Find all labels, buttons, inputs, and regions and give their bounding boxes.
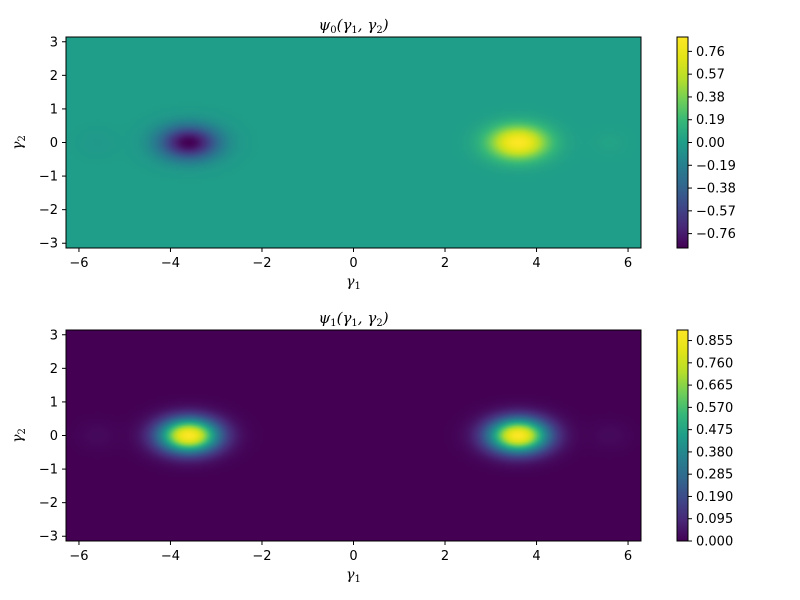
chart-title: ψ0(γ1, γ2): [318, 16, 388, 36]
x-tick-label: −2: [252, 256, 271, 271]
colorbar-tick-label: 0.57: [696, 68, 725, 83]
x-axis-label: γ1: [346, 274, 361, 292]
colorbar-tick-label: 0.665: [696, 379, 733, 394]
colorbar-tick-label: 0.855: [696, 334, 733, 349]
y-axis-label: γ2: [10, 428, 28, 443]
x-tick-label: 6: [624, 549, 632, 564]
colorbar: [676, 329, 689, 542]
y-tick-label: −2: [39, 496, 58, 511]
colorbar-tick-label: 0.00: [696, 136, 725, 151]
heatmap-image: [66, 37, 641, 248]
chart-title: ψ1(γ1, γ2): [318, 309, 388, 329]
y-tick-label: −3: [39, 530, 58, 545]
y-tick-label: 1: [50, 395, 58, 410]
x-tick-label: −2: [252, 549, 271, 564]
colorbar-tick-label: 0.19: [696, 113, 725, 128]
x-tick-label: 2: [441, 549, 449, 564]
colorbar-tick-label: 0.76: [696, 45, 725, 60]
x-tick-label: 4: [532, 549, 540, 564]
colorbar: [676, 36, 689, 249]
y-tick-label: −1: [39, 463, 58, 478]
x-tick-label: 0: [349, 549, 357, 564]
colorbar-tick-label: 0.285: [696, 468, 733, 483]
heatmap-panel-1: −6 −4 −2 0 2 4 6 −3 −2 −1 0 1 2 3 ψ1(γ1, γ2) γ1 γ2 0.855 0…: [10, 309, 733, 585]
y-axis-label: γ2: [10, 135, 28, 150]
y-tick-label: 0: [50, 429, 58, 444]
heatmap-panel-0: −6 −4 −2 0 2 4 6 −3 −2 −1 0 1 2 3 ψ0(γ1, γ2) γ1 γ2 0.76 0.…: [10, 16, 736, 292]
colorbar-tick-label: −0.76: [696, 227, 736, 242]
x-tick-label: 6: [624, 256, 632, 271]
colorbar-tick-label: 0.570: [696, 401, 733, 416]
colorbar-tick-label: 0.38: [696, 90, 725, 105]
x-tick-label: 0: [349, 256, 357, 271]
x-tick-label: 2: [441, 256, 449, 271]
y-tick-label: 3: [50, 328, 58, 343]
colorbar-tick-label: 0.760: [696, 356, 733, 371]
colorbar-tick-label: 0.380: [696, 445, 733, 460]
x-tick-label: −6: [69, 549, 88, 564]
x-tick-label: 4: [532, 256, 540, 271]
x-tick-label: −4: [161, 256, 180, 271]
y-tick-label: −1: [39, 170, 58, 185]
y-tick-label: −2: [39, 203, 58, 218]
x-tick-label: −4: [161, 549, 180, 564]
heatmap-image: [66, 330, 641, 541]
y-tick-label: 3: [50, 35, 58, 50]
y-tick-label: −3: [39, 237, 58, 252]
y-tick-label: 2: [50, 362, 58, 377]
colorbar-tick-label: 0.000: [696, 535, 733, 550]
colorbar-tick-label: −0.38: [696, 182, 736, 197]
y-tick-label: 1: [50, 102, 58, 117]
x-tick-label: −6: [69, 256, 88, 271]
y-tick-label: 2: [50, 69, 58, 84]
colorbar-tick-label: 0.095: [696, 512, 733, 527]
colorbar-tick-label: 0.475: [696, 423, 733, 438]
colorbar-tick-label: 0.190: [696, 490, 733, 505]
colorbar-tick-label: −0.19: [696, 159, 736, 174]
x-axis-label: γ1: [346, 567, 361, 585]
colorbar-tick-label: −0.57: [696, 204, 736, 219]
y-tick-label: 0: [50, 136, 58, 151]
